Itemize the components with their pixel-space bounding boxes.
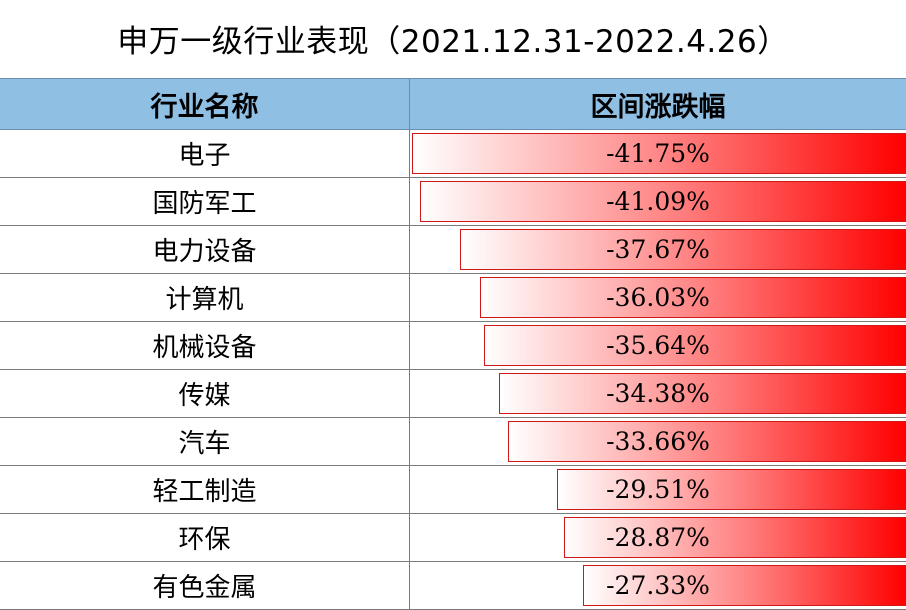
table-row: 国防军工 -41.09%	[0, 178, 906, 226]
header-change-pct: 区间涨跌幅	[590, 91, 726, 123]
industry-name: 有色金属	[0, 562, 410, 609]
data-bar	[582, 565, 906, 606]
change-pct-value: -41.75%	[606, 139, 710, 168]
data-bar	[419, 181, 906, 222]
table-header: 行业名称 区间涨跌幅	[0, 78, 906, 130]
data-bar	[484, 325, 906, 366]
chart-title: 申万一级行业表现（2021.12.31-2022.4.26）	[117, 23, 789, 60]
table-row: 传媒 -34.38%	[0, 370, 906, 418]
data-bar	[499, 373, 906, 414]
table-row: 轻工制造 -29.51%	[0, 466, 906, 514]
change-pct-value: -28.87%	[606, 523, 710, 552]
data-bar	[460, 229, 906, 270]
industry-name: 环保	[0, 514, 410, 561]
table-row: 有色金属 -27.33%	[0, 562, 906, 610]
industry-name: 汽车	[0, 418, 410, 465]
table-body: 电子 -41.75% 国防军工 -41.09% 电力设备 -37.67% 计算机 -36.03…	[0, 130, 906, 610]
industry-name: 传媒	[0, 370, 410, 417]
industry-name: 电子	[0, 130, 410, 177]
data-bar	[479, 277, 906, 318]
change-pct-value: -33.66%	[606, 427, 710, 456]
header-industry-name: 行业名称	[0, 79, 410, 129]
data-bar	[556, 469, 906, 510]
change-pct-value: -35.64%	[606, 331, 710, 360]
table-row: 计算机 -36.03%	[0, 274, 906, 322]
data-bar	[507, 421, 906, 462]
change-pct-value: -29.51%	[606, 475, 710, 504]
table-row: 环保 -28.87%	[0, 514, 906, 562]
table-row: 电力设备 -37.67%	[0, 226, 906, 274]
change-pct-value: -41.09%	[606, 187, 710, 216]
data-bar	[412, 133, 906, 174]
change-pct-value: -27.33%	[606, 571, 710, 600]
change-pct-value: -34.38%	[606, 379, 710, 408]
change-pct-value: -36.03%	[606, 283, 710, 312]
industry-name: 国防军工	[0, 178, 410, 225]
table-row: 电子 -41.75%	[0, 130, 906, 178]
industry-name: 电力设备	[0, 226, 410, 273]
table-row: 机械设备 -35.64%	[0, 322, 906, 370]
data-bar	[564, 517, 906, 558]
industry-name: 机械设备	[0, 322, 410, 369]
change-pct-value: -37.67%	[606, 235, 710, 264]
industry-name: 轻工制造	[0, 466, 410, 513]
industry-name: 计算机	[0, 274, 410, 321]
table-row: 汽车 -33.66%	[0, 418, 906, 466]
